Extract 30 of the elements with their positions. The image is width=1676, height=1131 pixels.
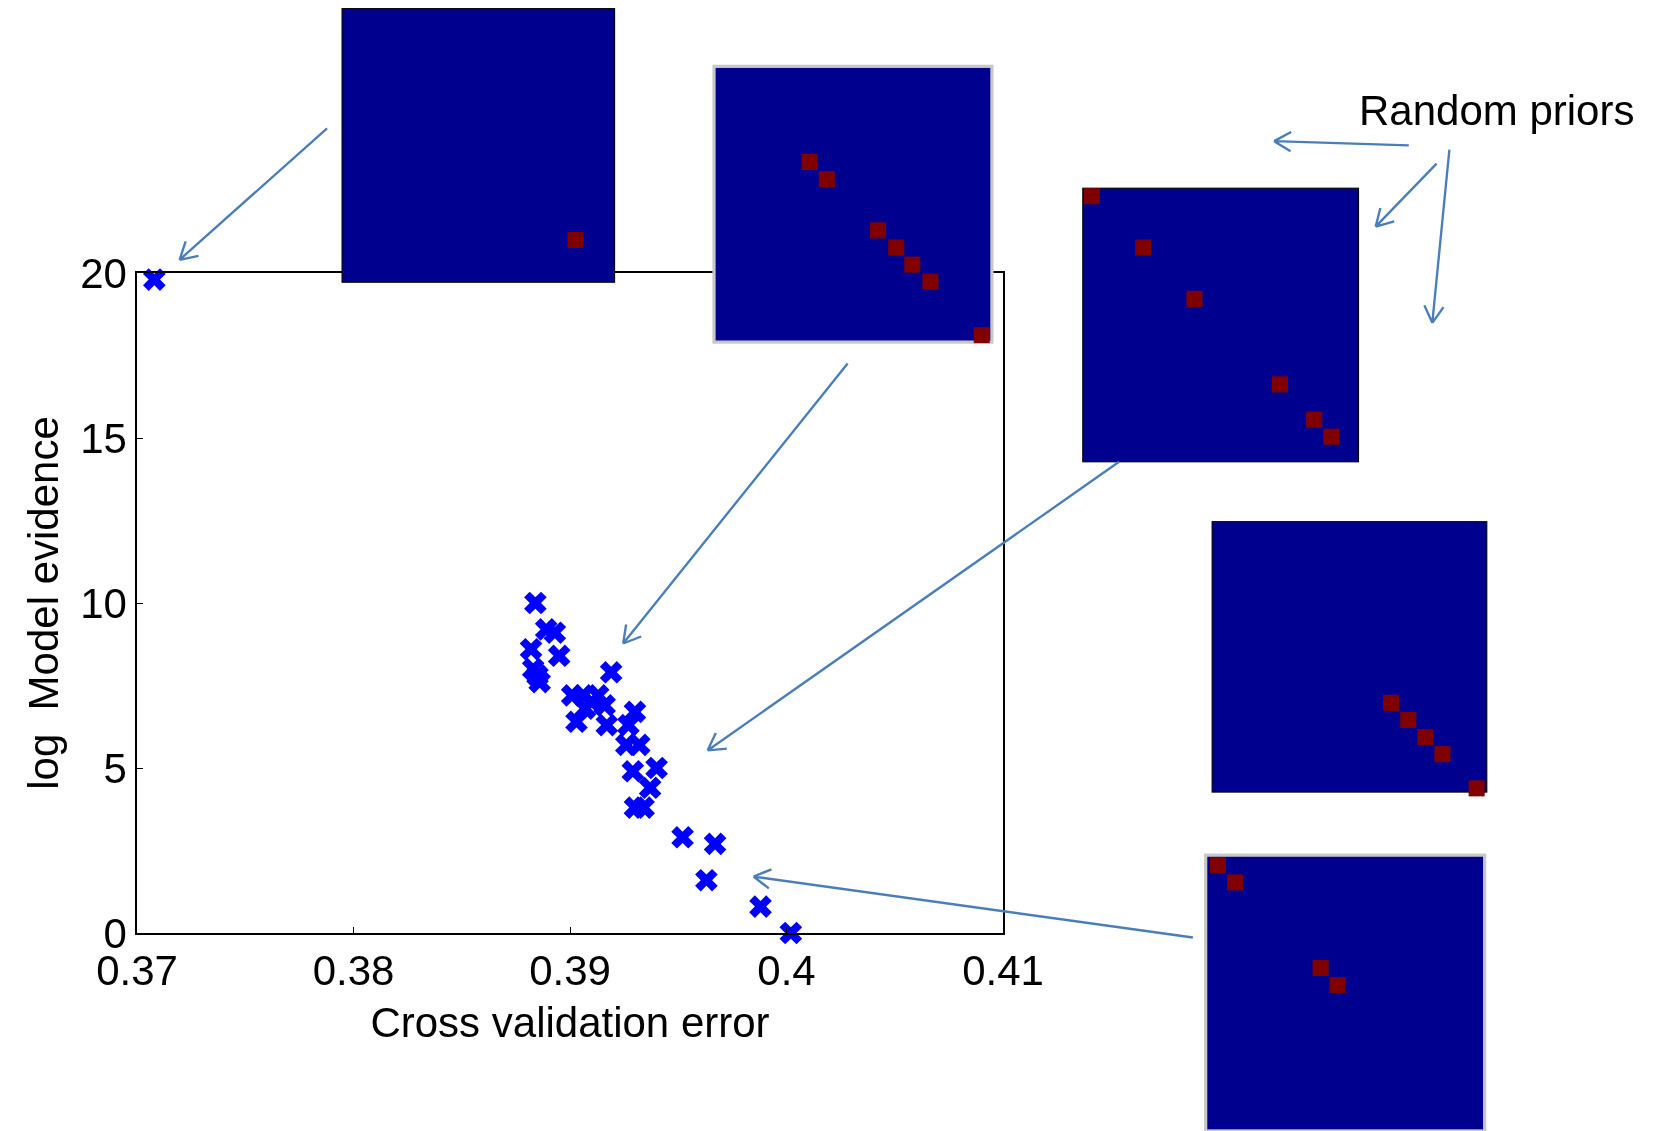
y-tick-label: 10 — [80, 579, 127, 627]
x-tick-label: 0.4 — [757, 947, 816, 995]
point — [593, 693, 616, 717]
y-tick-label: 15 — [80, 414, 127, 462]
point — [595, 713, 619, 737]
y-axis-title: log Model evidence — [20, 416, 68, 790]
x-tick-label: 0.39 — [529, 947, 611, 995]
point — [547, 644, 571, 668]
point — [632, 796, 655, 819]
point — [617, 713, 640, 737]
point — [749, 895, 772, 918]
point — [524, 591, 547, 615]
point — [565, 710, 588, 734]
point — [543, 621, 567, 645]
point — [519, 637, 543, 661]
point — [671, 825, 694, 849]
point — [695, 868, 718, 892]
y-tick-label: 20 — [80, 249, 127, 297]
x-axis-title: Cross validation error — [370, 998, 770, 1046]
point — [703, 832, 727, 856]
point — [779, 921, 803, 945]
point — [528, 670, 552, 694]
x-tick-label: 0.38 — [312, 947, 395, 995]
point — [638, 776, 662, 800]
y-tick-label: 5 — [103, 744, 127, 792]
point — [599, 660, 623, 684]
text: Random priors — [1359, 87, 1635, 134]
x-tick-label: 0.41 — [962, 947, 1044, 995]
point — [645, 756, 668, 780]
point — [621, 759, 645, 783]
